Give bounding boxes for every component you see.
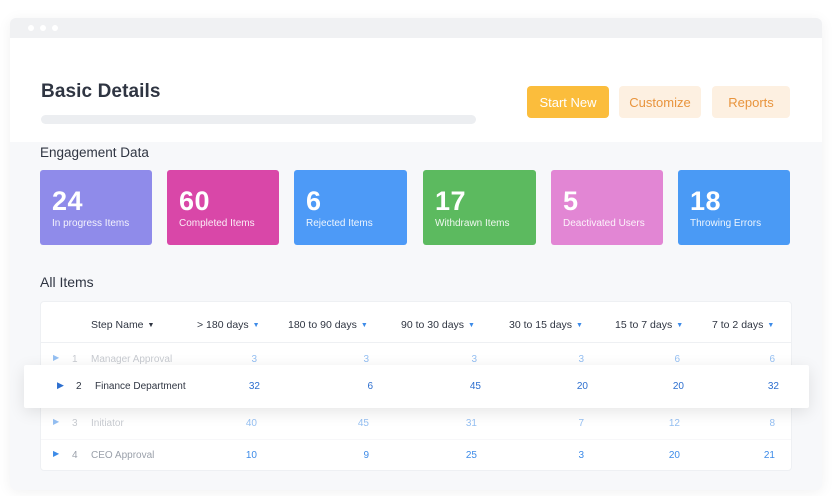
row-value: 40 (245, 418, 257, 429)
stat-card-in-progress[interactable]: 24 In progress Items (40, 170, 152, 245)
row-value: 6 (367, 381, 373, 392)
column-header-15-7[interactable]: 15 to 7 days ▼ (615, 319, 683, 331)
all-items-section-title: All Items (40, 274, 94, 290)
sort-down-icon: ▼ (468, 322, 475, 329)
row-value: 12 (668, 418, 680, 429)
header-divider (41, 342, 791, 343)
column-header-30-15[interactable]: 30 to 15 days ▼ (509, 319, 583, 331)
row-value: 32 (767, 381, 779, 392)
table-row-highlighted[interactable]: ▶ 2 Finance Department 32 6 45 20 20 32 (24, 365, 809, 408)
row-divider (41, 439, 791, 440)
row-value: 3 (251, 354, 257, 365)
stat-card-rejected[interactable]: 6 Rejected Items (294, 170, 407, 245)
sort-down-icon: ▼ (576, 322, 583, 329)
sort-down-icon: ▼ (147, 322, 155, 329)
stat-label: Deactivated Users (563, 218, 645, 229)
row-value: 6 (674, 354, 680, 365)
row-value: 45 (357, 418, 369, 429)
page-title: Basic Details (41, 81, 161, 102)
column-header-180-90[interactable]: 180 to 90 days ▼ (288, 319, 368, 331)
row-index: 4 (72, 450, 78, 461)
window-titlebar (10, 18, 822, 38)
row-value: 3 (471, 354, 477, 365)
row-value: 10 (245, 450, 257, 461)
app-window: Basic Details Start New Customize Report… (10, 18, 822, 490)
row-value: 9 (363, 450, 369, 461)
window-dot-icon (40, 25, 46, 31)
row-index: 2 (76, 381, 82, 392)
row-value: 3 (363, 354, 369, 365)
stat-label: Throwing Errors (690, 218, 762, 229)
expand-row-icon[interactable]: ▶ (53, 353, 60, 362)
expand-row-icon[interactable]: ▶ (57, 380, 64, 390)
sort-down-icon: ▼ (360, 322, 368, 329)
stat-card-deactivated[interactable]: 5 Deactivated Users (551, 170, 663, 245)
column-header-label: 7 to 2 days (712, 319, 764, 331)
row-value: 32 (248, 381, 260, 392)
title-placeholder-bar (41, 115, 476, 124)
row-value: 20 (672, 381, 684, 392)
column-header-label: Step Name (91, 319, 144, 331)
row-value: 3 (578, 450, 584, 461)
row-value: 21 (763, 450, 775, 461)
stat-label: Completed Items (179, 218, 255, 229)
stat-label: Rejected Items (306, 218, 373, 229)
sort-down-icon: ▼ (676, 322, 684, 329)
sort-down-icon: ▼ (252, 322, 260, 329)
table-row[interactable]: ▶ 4 CEO Approval 10 9 25 3 20 21 (41, 440, 791, 472)
table-row[interactable]: ▶ 3 Initiator 40 45 31 7 12 8 (41, 408, 791, 440)
expand-row-icon[interactable]: ▶ (53, 449, 60, 458)
column-header-label: > 180 days (197, 319, 249, 331)
stat-value: 60 (179, 186, 211, 216)
row-value: 31 (465, 418, 477, 429)
row-value: 45 (469, 381, 481, 392)
row-value: 20 (576, 381, 588, 392)
row-step-name: Initiator (91, 418, 124, 429)
reports-button[interactable]: Reports (712, 86, 790, 118)
stat-label: Withdrawn Items (435, 218, 510, 229)
table-row[interactable]: ▶ 1 Manager Approval 3 3 3 3 6 6 (41, 344, 791, 376)
customize-button[interactable]: Customize (619, 86, 701, 118)
row-value: 7 (578, 418, 584, 429)
start-new-button[interactable]: Start New (527, 86, 609, 118)
column-header-label: 30 to 15 days (509, 319, 573, 331)
stat-card-withdrawn[interactable]: 17 Withdrawn Items (423, 170, 536, 245)
window-dot-icon (28, 25, 34, 31)
expand-row-icon[interactable]: ▶ (53, 417, 60, 426)
column-header-label: 90 to 30 days (401, 319, 465, 331)
row-value: 3 (578, 354, 584, 365)
stat-card-completed[interactable]: 60 Completed Items (167, 170, 279, 245)
row-value: 25 (465, 450, 477, 461)
row-step-name: CEO Approval (91, 450, 155, 461)
column-header-90-30[interactable]: 90 to 30 days ▼ (401, 319, 475, 331)
sort-down-icon: ▼ (767, 322, 775, 329)
row-value: 6 (769, 354, 775, 365)
stat-card-errors[interactable]: 18 Throwing Errors (678, 170, 790, 245)
stat-value: 18 (690, 186, 722, 216)
column-header-label: 180 to 90 days (288, 319, 357, 331)
row-step-name: Manager Approval (91, 354, 173, 365)
row-index: 1 (72, 354, 78, 365)
page-header: Basic Details Start New Customize Report… (10, 38, 822, 142)
window-dot-icon (52, 25, 58, 31)
stat-value: 6 (306, 186, 322, 216)
column-header-180-plus[interactable]: > 180 days ▼ (197, 319, 260, 331)
row-step-name: Finance Department (95, 381, 186, 392)
column-header-step-name[interactable]: Step Name ▼ (91, 319, 154, 331)
column-header-7-2[interactable]: 7 to 2 days ▼ (712, 319, 774, 331)
row-value: 20 (668, 450, 680, 461)
row-value: 8 (769, 418, 775, 429)
stat-value: 17 (435, 186, 467, 216)
stat-value: 5 (563, 186, 579, 216)
stat-value: 24 (52, 186, 84, 216)
column-header-label: 15 to 7 days (615, 319, 673, 331)
engagement-section-title: Engagement Data (40, 145, 149, 160)
row-index: 3 (72, 418, 78, 429)
stat-label: In progress Items (52, 218, 130, 229)
